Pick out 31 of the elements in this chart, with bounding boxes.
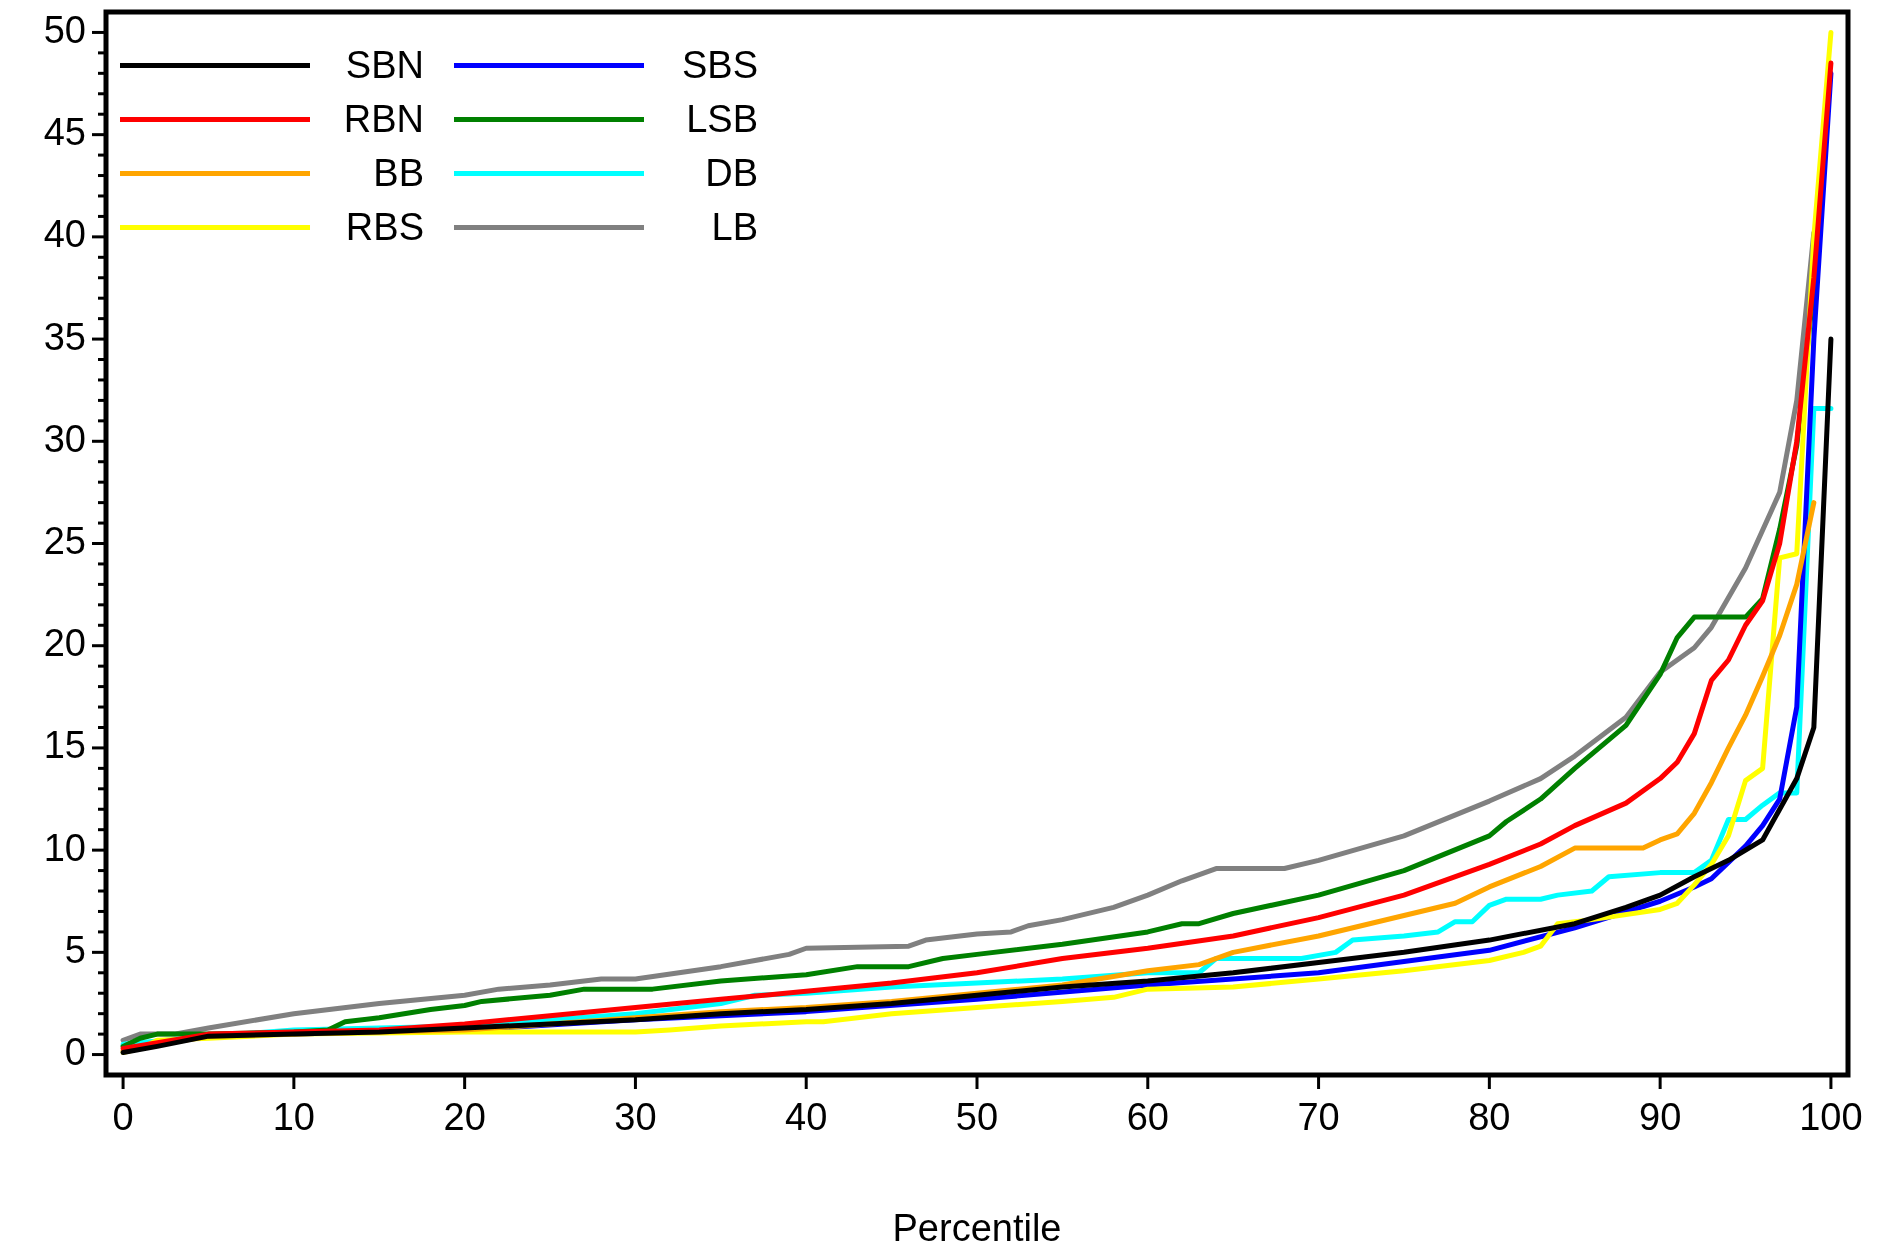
- legend-label: LB: [710, 205, 758, 249]
- x-tick-label: 50: [955, 1096, 999, 1139]
- legend-label: SBS: [680, 43, 758, 87]
- x-tick-label: 40: [785, 1096, 828, 1139]
- y-tick-label: 30: [43, 417, 86, 460]
- legend-label: BB: [372, 151, 424, 195]
- x-tick-label: 30: [614, 1096, 657, 1139]
- y-tick-label: 50: [43, 8, 86, 51]
- y-tick-label: 35: [43, 315, 86, 358]
- x-tick-label: 10: [272, 1096, 315, 1139]
- x-tick-label: 70: [1297, 1096, 1340, 1139]
- x-axis-title: Percentile: [892, 1206, 1062, 1249]
- legend-label: RBN: [342, 97, 424, 141]
- y-tick-label: 10: [43, 826, 86, 869]
- legend-label: DB: [704, 151, 758, 195]
- x-tick-label: 0: [112, 1096, 134, 1139]
- y-tick-label: 45: [43, 111, 86, 154]
- y-tick-label: 15: [43, 724, 86, 767]
- y-tick-label: 40: [43, 213, 86, 256]
- x-tick-label: 20: [443, 1096, 486, 1139]
- y-tick-label: 25: [43, 519, 86, 562]
- y-tick-label: 5: [64, 928, 86, 971]
- legend-label: RBS: [344, 205, 424, 249]
- x-tick-label: 60: [1126, 1096, 1169, 1139]
- y-tick-label: 20: [43, 622, 86, 665]
- x-tick-label: 80: [1468, 1096, 1511, 1139]
- y-tick-label: 0: [64, 1031, 86, 1074]
- x-tick-label: 90: [1639, 1096, 1682, 1139]
- x-tick-label: 100: [1799, 1096, 1863, 1139]
- legend-label: LSB: [685, 97, 758, 141]
- legend-label: SBN: [344, 43, 424, 87]
